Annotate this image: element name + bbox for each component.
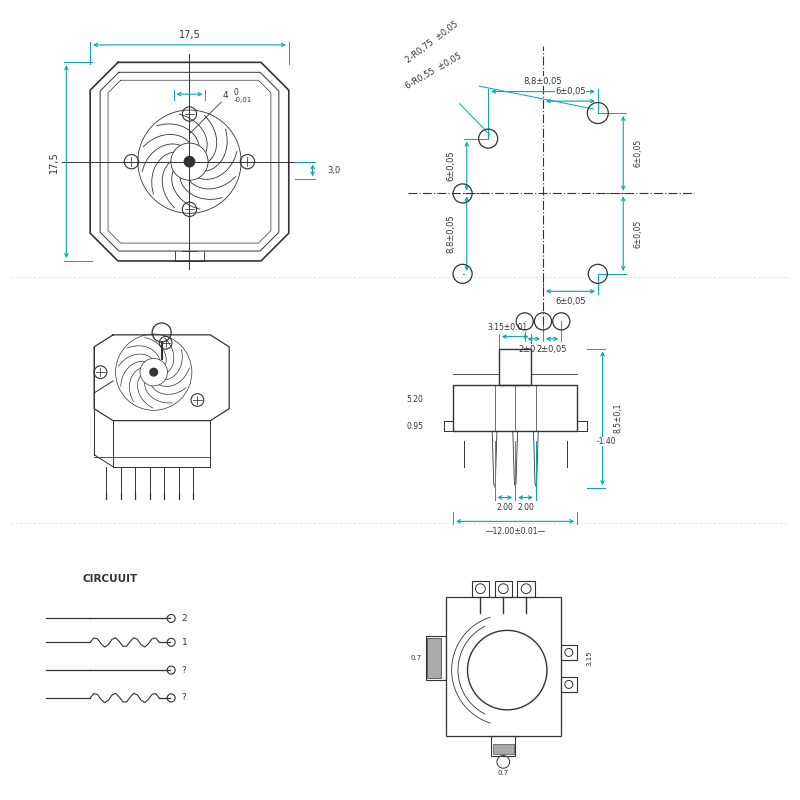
Circle shape: [150, 368, 158, 376]
Text: 3.15±0.01: 3.15±0.01: [487, 322, 527, 332]
Text: —12.00±0.01—: —12.00±0.01—: [485, 527, 546, 536]
Text: 2.00: 2.00: [497, 503, 514, 512]
Text: 6-R0,55  ±0,05: 6-R0,55 ±0,05: [404, 51, 463, 90]
Text: -1.40: -1.40: [596, 437, 616, 446]
Bar: [494, 581, 512, 597]
Text: 8,5±0,1: 8,5±0,1: [614, 403, 623, 434]
Text: 6±0,05: 6±0,05: [555, 87, 586, 96]
Bar: [454, 385, 577, 431]
Text: 0.7: 0.7: [498, 770, 509, 776]
Bar: [518, 581, 535, 597]
Text: 8,8±0,05: 8,8±0,05: [524, 77, 562, 86]
Bar: [426, 636, 446, 680]
Text: -0,01: -0,01: [234, 98, 252, 103]
Text: 0.7: 0.7: [410, 655, 422, 661]
Text: ?: ?: [182, 694, 186, 702]
Text: 6±0,05: 6±0,05: [555, 297, 586, 306]
Text: 5.20: 5.20: [406, 395, 423, 405]
Text: 2-R0,75  ±0,05: 2-R0,75 ±0,05: [404, 19, 460, 64]
Text: 3,0: 3,0: [327, 166, 340, 175]
Bar: [499, 349, 531, 385]
Text: ?: ?: [182, 666, 186, 674]
Bar: [427, 638, 442, 678]
Text: 2.00: 2.00: [517, 503, 534, 512]
Text: 3.15: 3.15: [586, 650, 592, 666]
Text: 1: 1: [182, 638, 187, 647]
Text: CIRCUUIT: CIRCUUIT: [82, 574, 138, 584]
Text: 6±0,05: 6±0,05: [446, 150, 455, 182]
Text: 6±0,05: 6±0,05: [633, 219, 642, 248]
Text: 4: 4: [223, 91, 229, 100]
Text: 2: 2: [182, 614, 187, 623]
Text: 8,8±0,05: 8,8±0,05: [446, 214, 455, 253]
Bar: [493, 744, 514, 754]
Bar: [472, 581, 489, 597]
Text: 0.95: 0.95: [406, 422, 423, 430]
Bar: [446, 597, 561, 736]
Circle shape: [184, 157, 194, 167]
Text: 17,5: 17,5: [178, 30, 200, 39]
Text: 2±0,05: 2±0,05: [518, 345, 549, 354]
Text: 17,5: 17,5: [50, 150, 59, 173]
Text: 6±0,05: 6±0,05: [633, 139, 642, 167]
Text: 0: 0: [234, 88, 239, 97]
Bar: [491, 736, 515, 755]
Bar: [561, 678, 577, 691]
Text: 2±0,05: 2±0,05: [537, 345, 567, 354]
Bar: [561, 646, 577, 659]
